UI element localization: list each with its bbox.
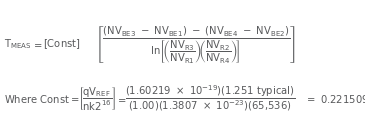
Text: $\mathsf{Where\ Const} =$: $\mathsf{Where\ Const} =$ [4,92,80,104]
Text: $\dfrac{\mathsf{(1.60219\ \times\ 10^{-19})(1.251\ typical)}}{\mathsf{(1.00)(1.3: $\dfrac{\mathsf{(1.60219\ \times\ 10^{-1… [125,83,295,112]
Text: $=$: $=$ [32,39,43,49]
Text: $\left[\mathsf{Const}\right]$: $\left[\mathsf{Const}\right]$ [43,37,81,51]
Text: $=$: $=$ [116,93,127,103]
Text: $\left[\dfrac{\mathsf{qV_{REF}}}{\mathsf{nk2^{16}}}\right]$: $\left[\dfrac{\mathsf{qV_{REF}}}{\mathsf… [78,84,117,111]
Text: $\mathsf{T_{MEAS}}$: $\mathsf{T_{MEAS}}$ [4,37,32,50]
Text: $=\ 0.221509354$: $=\ 0.221509354$ [305,92,365,104]
Text: $\left[\dfrac{\mathsf{(NV_{BE3}\ -\ NV_{BE1})\ -\ (NV_{BE4}\ -\ NV_{BE2})}}{\mat: $\left[\dfrac{\mathsf{(NV_{BE3}\ -\ NV_{… [95,23,296,64]
